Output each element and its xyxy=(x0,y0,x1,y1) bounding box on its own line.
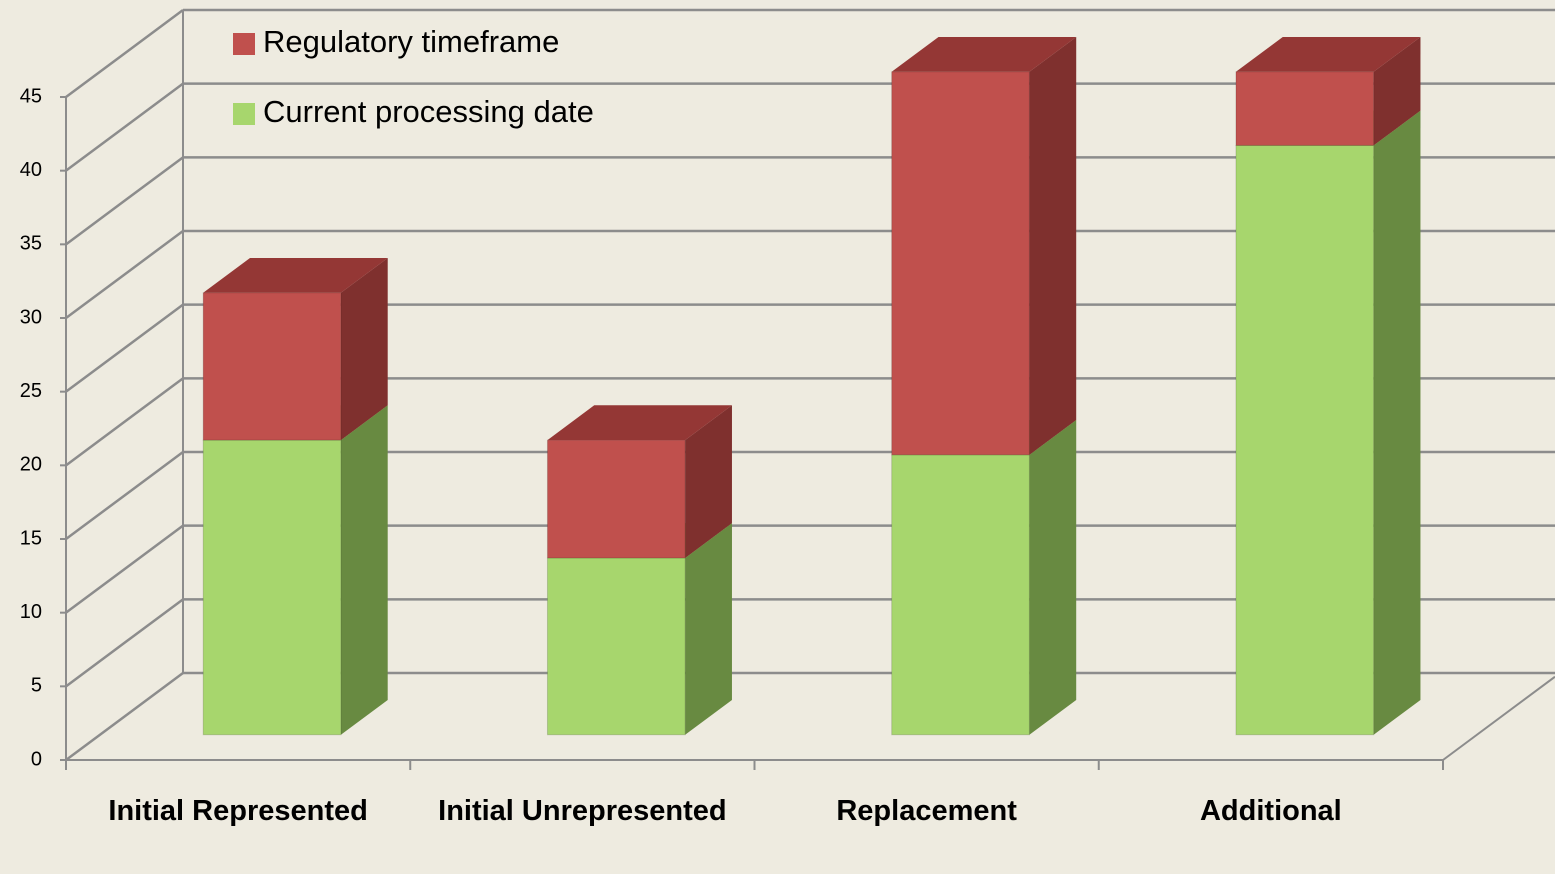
bar xyxy=(202,439,342,736)
legend-swatch xyxy=(233,33,255,55)
grid-line xyxy=(65,8,184,99)
grid-line xyxy=(65,156,184,246)
grid-line xyxy=(65,303,184,393)
bar xyxy=(891,454,1030,736)
bar xyxy=(546,557,686,736)
grid-line xyxy=(65,598,184,688)
bar xyxy=(202,292,342,441)
legend-label: Current processing date xyxy=(263,94,594,129)
y-tick-label: 30 xyxy=(20,306,42,328)
y-tick-label: 0 xyxy=(31,748,42,770)
x-tick-label: Additional xyxy=(1199,795,1342,827)
bar-side xyxy=(1029,420,1077,735)
y-tick-label: 40 xyxy=(20,159,42,181)
grid-line xyxy=(65,671,184,762)
bar xyxy=(891,71,1030,456)
bar-side xyxy=(685,405,732,558)
x-tick-label: Replacement xyxy=(836,795,1017,827)
y-tick-label: 10 xyxy=(20,601,42,623)
x-tick-label: Initial Unrepresented xyxy=(438,795,727,827)
bar-side xyxy=(685,523,732,735)
bar xyxy=(1235,71,1375,146)
y-tick-label: 20 xyxy=(20,454,42,476)
y-tick-label: 35 xyxy=(20,233,42,255)
bar xyxy=(546,439,686,559)
legend-label: Regulatory timeframe xyxy=(263,24,559,59)
legend-swatch xyxy=(233,103,255,125)
bar-side xyxy=(1373,110,1421,735)
bar-top xyxy=(891,36,1077,72)
bar-side xyxy=(1029,36,1077,455)
floor-edge xyxy=(1442,675,1555,761)
grid-line xyxy=(65,450,184,541)
bar-side xyxy=(1373,36,1421,146)
grid-line xyxy=(65,524,184,614)
bar-side xyxy=(340,257,388,441)
y-tick-label: 5 xyxy=(31,675,42,697)
y-tick-label: 25 xyxy=(20,380,42,402)
bar-side xyxy=(340,405,388,735)
y-tick-label: 15 xyxy=(20,527,42,549)
x-tick-label: Initial Represented xyxy=(108,795,368,827)
bar-top xyxy=(547,405,732,441)
grid-line xyxy=(65,229,184,320)
bar xyxy=(1235,144,1375,736)
grid-line xyxy=(65,82,184,172)
bar-top xyxy=(1235,36,1421,72)
grid-line xyxy=(65,377,184,467)
y-tick-label: 45 xyxy=(20,85,42,107)
bar-top xyxy=(203,257,388,293)
